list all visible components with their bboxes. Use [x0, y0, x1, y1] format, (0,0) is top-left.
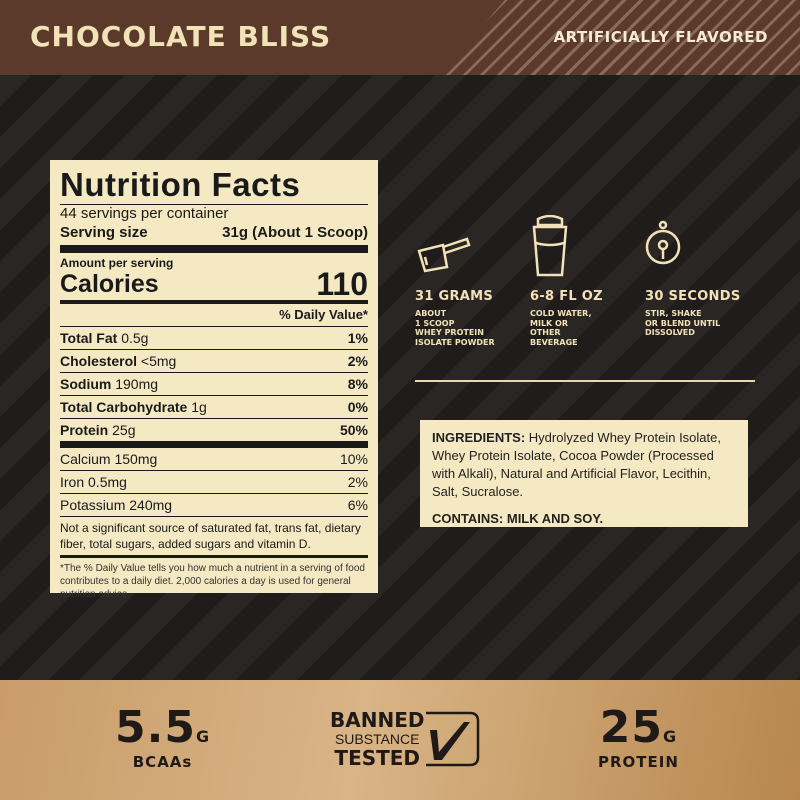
nutrient-dv: 8% [347, 376, 368, 392]
divider [415, 380, 755, 382]
shaker-icon [532, 215, 568, 277]
direction-scoop: 31 GRAMS ABOUT 1 SCOOP WHEY PROTEIN ISOL… [415, 215, 530, 347]
direction-timer: 30 SECONDS STIR, SHAKE OR BLEND UNTIL DI… [645, 215, 760, 347]
directions: 31 GRAMS ABOUT 1 SCOOP WHEY PROTEIN ISOL… [415, 215, 760, 347]
nutrient-row: Cholesterol <5mg 2% [60, 349, 368, 372]
nutrient-dv: 2% [347, 353, 368, 369]
mineral-row: Calcium 150mg 10% [60, 448, 368, 470]
protein-stat: 25G PROTEIN [598, 702, 679, 771]
nutrient-name: Protein [60, 422, 109, 438]
servings: 44 servings per container [60, 204, 368, 223]
badge-line-2: SUBSTANCE [334, 731, 420, 747]
nutrient-amount: 25g [112, 422, 136, 438]
timer-icon [645, 220, 681, 265]
bcaa-label: BCAAs [132, 753, 193, 771]
direction-text: COLD WATER, MILK OR OTHER BEVERAGE [530, 309, 592, 347]
nutrient-row: Protein 25g 50% [60, 418, 368, 441]
header-band: CHOCOLATE BLISS ARTIFICIALLY FLAVORED [0, 0, 800, 75]
nutrient-dv: 0% [347, 399, 368, 415]
nutrient-dv: 50% [339, 422, 368, 438]
footnote: *The % Daily Value tells you how much a … [60, 555, 368, 601]
mineral-dv: 6% [347, 497, 368, 513]
amount-per-serving: Amount per serving [60, 256, 174, 270]
serving-size: Serving size 31g (About 1 Scoop) [60, 223, 368, 253]
mineral-dv: 2% [347, 474, 368, 490]
nutrient-name: Sodium [60, 376, 112, 392]
nutrient-amount: 1g [191, 399, 207, 415]
mineral-row: Iron 0.5mg 2% [60, 470, 368, 493]
bcaa-stat: 5.5G BCAAs [115, 702, 210, 771]
serving-size-value: 31g (About 1 Scoop) [222, 224, 368, 241]
direction-shaker: 6-8 FL OZ COLD WATER, MILK OR OTHER BEVE… [530, 215, 645, 347]
nutrient-name: Cholesterol [60, 353, 138, 369]
mineral-dv: 10% [339, 451, 368, 467]
nutrient-name: Total Carbohydrate [60, 399, 188, 415]
ingredients-label: INGREDIENTS: [432, 430, 526, 445]
protein-value: 25 [599, 702, 663, 753]
bcaa-unit: G [195, 727, 211, 746]
checkmark-icon [426, 711, 480, 767]
scoop-icon [417, 237, 471, 273]
calories-value: 110 [316, 266, 368, 302]
protein-unit: G [663, 727, 678, 746]
nutrition-facts-label: Nutrition Facts 44 servings per containe… [50, 160, 378, 600]
mineral-row: Potassium 240mg 6% [60, 493, 368, 516]
protein-label: PROTEIN [598, 753, 679, 771]
nutrient-amount: 190mg [115, 376, 159, 392]
bcaa-value: 5.5 [115, 702, 196, 753]
nutrient-amount: 0.5g [121, 330, 149, 346]
not-significant-note: Not a significant source of saturated fa… [60, 516, 368, 555]
nutrient-amount: <5mg [140, 353, 177, 369]
mineral-name: Potassium 240mg [60, 497, 173, 513]
direction-title: 30 SECONDS [645, 289, 741, 304]
dv-header: % Daily Value* [279, 307, 368, 322]
nutrient-row: Total Carbohydrate 1g 0% [60, 395, 368, 418]
nutrient-dv: 1% [347, 330, 368, 346]
direction-text: ABOUT 1 SCOOP WHEY PROTEIN ISOLATE POWDE… [415, 309, 495, 347]
direction-text: STIR, SHAKE OR BLEND UNTIL DISSOLVED [645, 309, 721, 337]
badge-line-1: BANNED [330, 708, 425, 732]
calories-row: Calories 110 [60, 266, 368, 304]
mineral-name: Iron 0.5mg [60, 474, 127, 490]
allergen-statement: CONTAINS: MILK AND SOY. [432, 511, 604, 526]
product-title: CHOCOLATE BLISS [30, 20, 332, 53]
banned-substance-tested-badge: BANNED SUBSTANCE TESTED [330, 708, 480, 770]
nutrient-name: Total Fat [60, 330, 118, 346]
mineral-name: Calcium 150mg [60, 451, 158, 467]
header-stripes [440, 0, 800, 75]
ingredients-text: Hydrolyzed Whey Protein Isolate, Whey Pr… [432, 430, 721, 499]
flavor-note: ARTIFICIALLY FLAVORED [553, 28, 768, 46]
calories-label: Calories [60, 270, 159, 298]
bottom-band: 5.5G BCAAs BANNED SUBSTANCE TESTED 25G P… [0, 680, 800, 800]
direction-title: 6-8 FL OZ [530, 289, 603, 304]
nutrient-row: Total Fat 0.5g 1% [60, 326, 368, 349]
ingredients-box: INGREDIENTS: Hydrolyzed Whey Protein Iso… [420, 420, 748, 527]
nutrition-title: Nutrition Facts [60, 166, 301, 203]
badge-line-3: TESTED [334, 746, 421, 770]
nutrient-row: Sodium 190mg 8% [60, 372, 368, 395]
serving-size-label: Serving size [60, 224, 148, 241]
direction-title: 31 GRAMS [415, 289, 494, 304]
